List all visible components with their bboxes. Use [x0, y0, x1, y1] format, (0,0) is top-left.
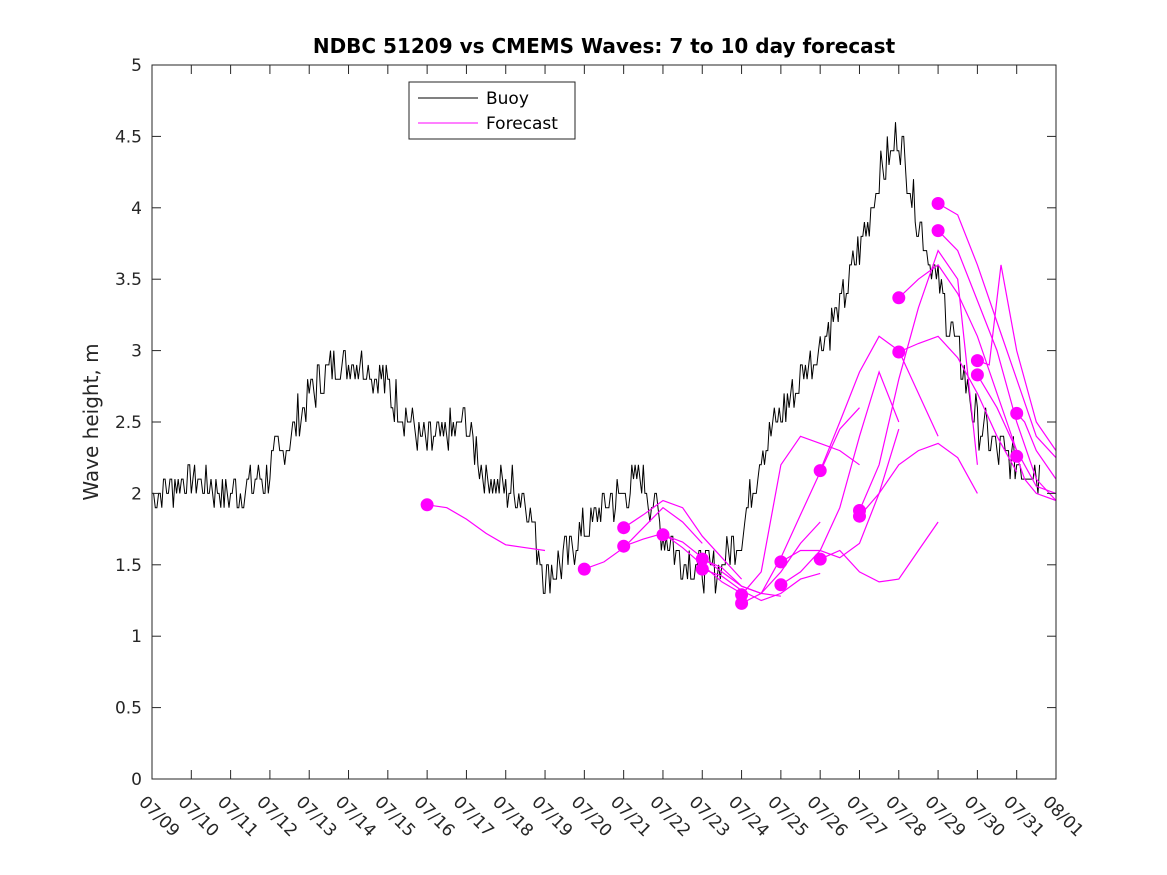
forecast-line-20 [977, 264, 1057, 451]
y-tick-label: 4.5 [115, 127, 142, 147]
forecast-line-3 [623, 499, 743, 580]
forecast-line-14 [858, 249, 978, 511]
forecast-start-point [892, 345, 906, 359]
plot-area [152, 65, 1056, 779]
buoy-series-line [152, 122, 1041, 594]
forecast-line-15 [859, 442, 978, 517]
y-tick-label: 3 [131, 342, 142, 362]
legend: Buoy Forecast [408, 81, 576, 140]
y-tick-label: 0 [131, 770, 142, 790]
forecast-line-7 [702, 568, 821, 602]
y-axis-label: Wave height, m [79, 343, 103, 500]
forecast-line-12 [819, 335, 939, 471]
chart-marks [152, 122, 1057, 610]
forecast-start-point [656, 528, 670, 542]
forecast-start-point [774, 555, 788, 569]
forecast-start-point [695, 552, 709, 566]
forecast-start-point [577, 562, 591, 576]
forecast-start-point [970, 354, 984, 368]
forecast-line-23 [1016, 456, 1057, 502]
forecast-start-point [813, 552, 827, 566]
forecast-start-point [617, 521, 631, 535]
y-tick-label: 1.5 [115, 556, 142, 576]
forecast-start-point [420, 498, 434, 512]
forecast-start-point [1010, 406, 1024, 420]
y-tick-label: 4 [131, 199, 142, 219]
forecast-line-1 [427, 504, 546, 552]
forecast-start-point [813, 464, 827, 478]
forecast-line-18 [937, 202, 1057, 459]
forecast-start-point [695, 562, 709, 576]
y-tick-label: 2 [131, 484, 142, 504]
forecast-line-2 [584, 506, 703, 570]
y-tick-label: 2.5 [115, 413, 142, 433]
legend-forecast-label: Forecast [486, 114, 558, 134]
forecast-start-point [931, 197, 945, 210]
forecast-line-19 [937, 230, 1057, 501]
forecast-start-point [735, 596, 749, 610]
chart-title: NDBC 51209 vs CMEMS Waves: 7 to 10 day f… [313, 34, 896, 58]
y-tick-label: 0.5 [115, 699, 142, 719]
forecast-start-point [970, 368, 984, 382]
forecast-line-9 [741, 407, 860, 604]
y-tick-label: 1 [131, 627, 142, 647]
forecast-start-point [774, 578, 788, 592]
forecast-line-8 [741, 435, 860, 596]
forecast-start-point [892, 291, 906, 305]
forecast-start-point [853, 509, 866, 523]
forecast-line-4 [623, 532, 742, 594]
forecast-start-point [617, 539, 631, 553]
forecast-start-point [931, 224, 945, 238]
legend-box [408, 81, 576, 140]
y-tick-label: 3.5 [115, 270, 142, 290]
forecast-line-16 [898, 264, 1018, 451]
legend-buoy-label: Buoy [486, 89, 529, 109]
forecast-line-17 [898, 335, 1018, 473]
forecast-line-11 [780, 370, 900, 586]
forecast-line-13 [819, 521, 939, 583]
y-tick-label: 5 [131, 56, 142, 76]
forecast-start-point [1010, 449, 1024, 463]
